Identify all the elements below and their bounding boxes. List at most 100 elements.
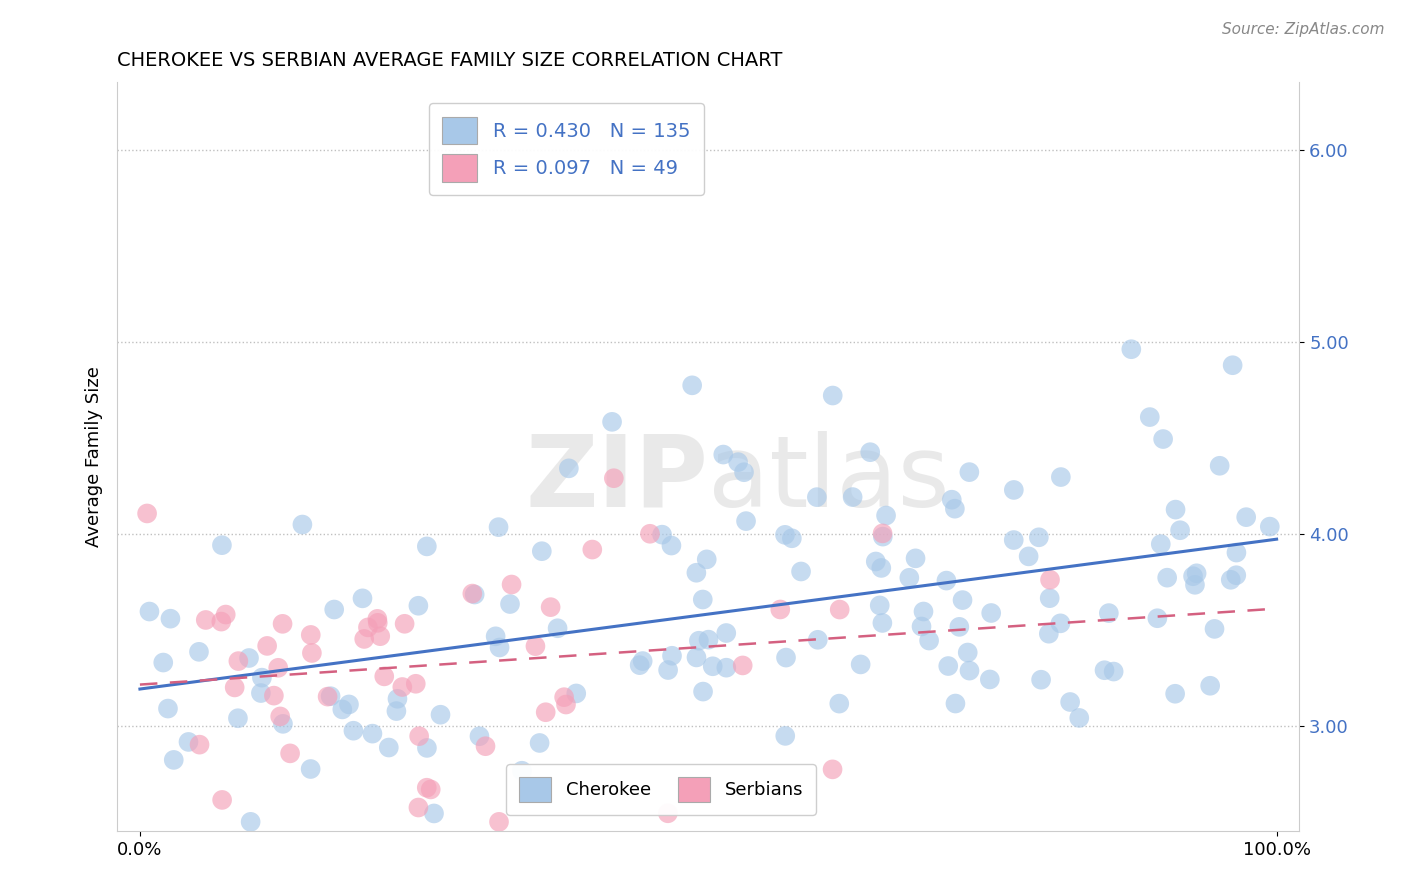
Point: [391, 680, 413, 694]
Point: [238, 651, 260, 665]
Point: [524, 639, 547, 653]
Point: [423, 806, 446, 821]
Point: [1156, 571, 1178, 585]
Point: [1146, 611, 1168, 625]
Point: [872, 526, 894, 541]
Point: [1098, 606, 1121, 620]
Point: [250, 686, 273, 700]
Point: [661, 648, 683, 663]
Point: [1050, 470, 1073, 484]
Point: [956, 646, 979, 660]
Point: [239, 814, 262, 829]
Point: [342, 723, 364, 738]
Point: [807, 632, 830, 647]
Point: [681, 378, 703, 392]
Point: [685, 566, 707, 580]
Point: [696, 552, 718, 566]
Point: [474, 739, 496, 754]
Point: [429, 707, 451, 722]
Point: [291, 517, 314, 532]
Point: [373, 669, 395, 683]
Point: [337, 698, 360, 712]
Point: [256, 639, 278, 653]
Point: [1059, 695, 1081, 709]
Point: [408, 800, 430, 814]
Point: [716, 661, 738, 675]
Point: [735, 514, 758, 528]
Point: [250, 671, 273, 685]
Point: [378, 740, 401, 755]
Point: [488, 520, 510, 534]
Point: [299, 762, 322, 776]
Point: [1182, 569, 1205, 583]
Text: atlas: atlas: [709, 431, 950, 528]
Point: [910, 619, 932, 633]
Point: [875, 508, 897, 523]
Point: [657, 663, 679, 677]
Point: [323, 602, 346, 616]
Point: [319, 690, 342, 704]
Point: [581, 542, 603, 557]
Point: [775, 650, 797, 665]
Point: [553, 690, 575, 705]
Point: [790, 565, 813, 579]
Point: [188, 738, 211, 752]
Point: [859, 445, 882, 459]
Point: [485, 629, 508, 643]
Point: [558, 461, 581, 475]
Point: [631, 654, 654, 668]
Point: [702, 659, 724, 673]
Point: [271, 616, 294, 631]
Point: [188, 645, 211, 659]
Point: [945, 697, 967, 711]
Point: [1185, 566, 1208, 581]
Point: [408, 599, 430, 613]
Point: [263, 689, 285, 703]
Point: [733, 465, 755, 479]
Point: [1225, 545, 1247, 559]
Point: [841, 490, 863, 504]
Point: [547, 621, 569, 635]
Point: [408, 729, 430, 743]
Point: [1002, 483, 1025, 497]
Point: [1094, 663, 1116, 677]
Point: [600, 415, 623, 429]
Point: [278, 747, 301, 761]
Point: [177, 735, 200, 749]
Point: [661, 539, 683, 553]
Point: [828, 602, 851, 616]
Point: [651, 527, 673, 541]
Point: [488, 640, 510, 655]
Point: [821, 763, 844, 777]
Point: [540, 600, 562, 615]
Y-axis label: Average Family Size: Average Family Size: [86, 367, 103, 548]
Point: [603, 471, 626, 485]
Point: [941, 492, 963, 507]
Point: [352, 591, 374, 606]
Point: [361, 726, 384, 740]
Point: [1139, 410, 1161, 425]
Point: [1049, 616, 1071, 631]
Point: [918, 633, 941, 648]
Point: [638, 526, 661, 541]
Point: [1168, 523, 1191, 537]
Text: CHEROKEE VS SERBIAN AVERAGE FAMILY SIZE CORRELATION CHART: CHEROKEE VS SERBIAN AVERAGE FAMILY SIZE …: [117, 51, 783, 70]
Point: [872, 530, 894, 544]
Legend: Cherokee, Serbians: Cherokee, Serbians: [506, 764, 815, 815]
Point: [565, 686, 588, 700]
Point: [419, 782, 441, 797]
Point: [1164, 687, 1187, 701]
Point: [716, 626, 738, 640]
Point: [1184, 578, 1206, 592]
Point: [657, 806, 679, 821]
Point: [1164, 502, 1187, 516]
Point: [1152, 432, 1174, 446]
Point: [510, 764, 533, 778]
Point: [1038, 626, 1060, 640]
Point: [727, 455, 749, 469]
Point: [501, 577, 523, 591]
Point: [330, 702, 353, 716]
Point: [271, 716, 294, 731]
Point: [1039, 573, 1062, 587]
Point: [692, 592, 714, 607]
